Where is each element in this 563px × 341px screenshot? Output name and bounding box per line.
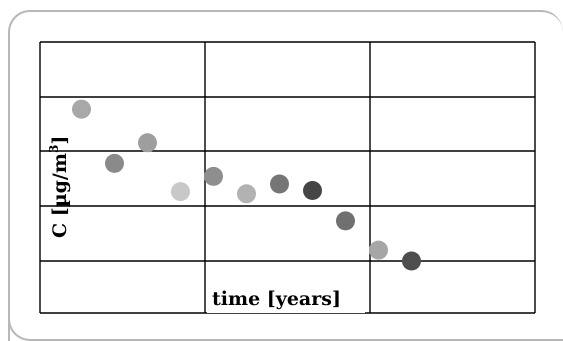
- data-point: [204, 166, 223, 186]
- y-axis-label-close: ]: [49, 136, 71, 145]
- data-point: [105, 153, 124, 173]
- data-point: [303, 181, 322, 200]
- grid: [39, 41, 536, 314]
- data-point: [369, 240, 388, 260]
- data-point: [138, 133, 157, 153]
- y-axis-label-sup: 3: [47, 145, 61, 153]
- y-axis-label-base: C [µg/m: [49, 153, 71, 238]
- y-axis-label: C [µg/m3]: [47, 136, 71, 238]
- data-point: [72, 99, 91, 119]
- data-point: [336, 211, 355, 231]
- x-axis-label: time [years]: [212, 288, 341, 310]
- data-points: [72, 99, 421, 271]
- data-point: [270, 174, 289, 194]
- data-point: [237, 184, 256, 204]
- data-point: [171, 182, 190, 202]
- chart-frame-bottom: [8, 300, 563, 341]
- x-axis-label-bg: [207, 283, 365, 313]
- data-point: [402, 251, 421, 271]
